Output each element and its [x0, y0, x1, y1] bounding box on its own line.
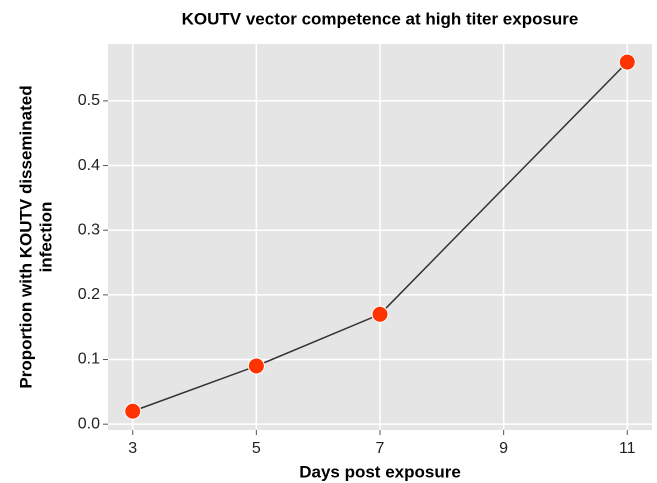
- x-tick-label: 5: [252, 440, 261, 457]
- data-point: [124, 402, 142, 420]
- y-tick-label: 0.2: [78, 286, 100, 303]
- x-tick-label: 7: [376, 440, 385, 457]
- data-point: [247, 357, 265, 375]
- data-point: [618, 53, 636, 71]
- data-point: [371, 305, 389, 323]
- y-tick-label: 0.1: [78, 351, 100, 368]
- y-tick-label: 0.5: [78, 92, 100, 109]
- x-axis-label: Days post exposure: [299, 462, 461, 481]
- y-axis-label: Proportion with KOUTV disseminated: [16, 85, 35, 388]
- x-tick-label: 11: [619, 440, 636, 457]
- x-tick-label: 3: [128, 440, 137, 457]
- chart-title: KOUTV vector competence at high titer ex…: [182, 9, 579, 28]
- y-axis-label: infection: [36, 202, 55, 273]
- x-tick-label: 9: [499, 440, 508, 457]
- series-line: [132, 61, 628, 412]
- y-tick-label: 0.0: [78, 415, 100, 432]
- y-tick-label: 0.4: [78, 157, 100, 174]
- y-tick-label: 0.3: [78, 221, 100, 238]
